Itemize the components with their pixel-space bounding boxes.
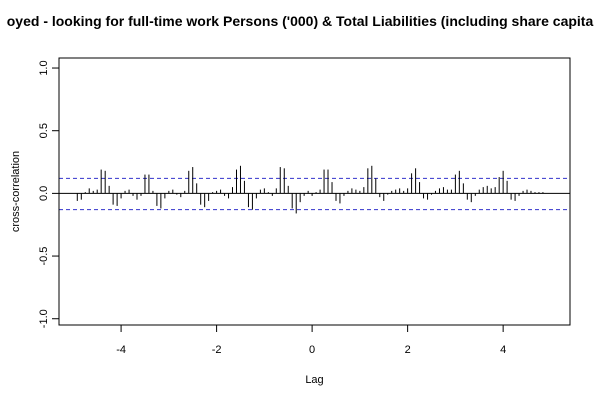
x-tick-label: 0 xyxy=(309,344,315,356)
chart-title: oyed - looking for full-time work Person… xyxy=(7,13,594,29)
y-axis-label: cross-correlation xyxy=(10,151,22,232)
x-tick-label: 4 xyxy=(500,344,506,356)
x-tick-label: 2 xyxy=(405,344,411,356)
x-axis-label: Lag xyxy=(305,374,323,386)
ccf-bars xyxy=(76,165,544,214)
x-tick-label: -4 xyxy=(116,344,126,356)
plot-frame xyxy=(58,57,571,326)
x-axis: -4 -2 0 2 4 xyxy=(116,324,506,356)
y-tick-label: 0.0 xyxy=(38,186,50,201)
y-tick-label: 1.0 xyxy=(38,60,50,75)
y-tick-label: -0.5 xyxy=(38,247,50,266)
y-tick-label: -1.0 xyxy=(38,309,50,328)
x-tick-label: -2 xyxy=(212,344,222,356)
y-axis: -1.0 -0.5 0.0 0.5 1.0 xyxy=(38,60,60,328)
y-tick-label: 0.5 xyxy=(38,123,50,138)
